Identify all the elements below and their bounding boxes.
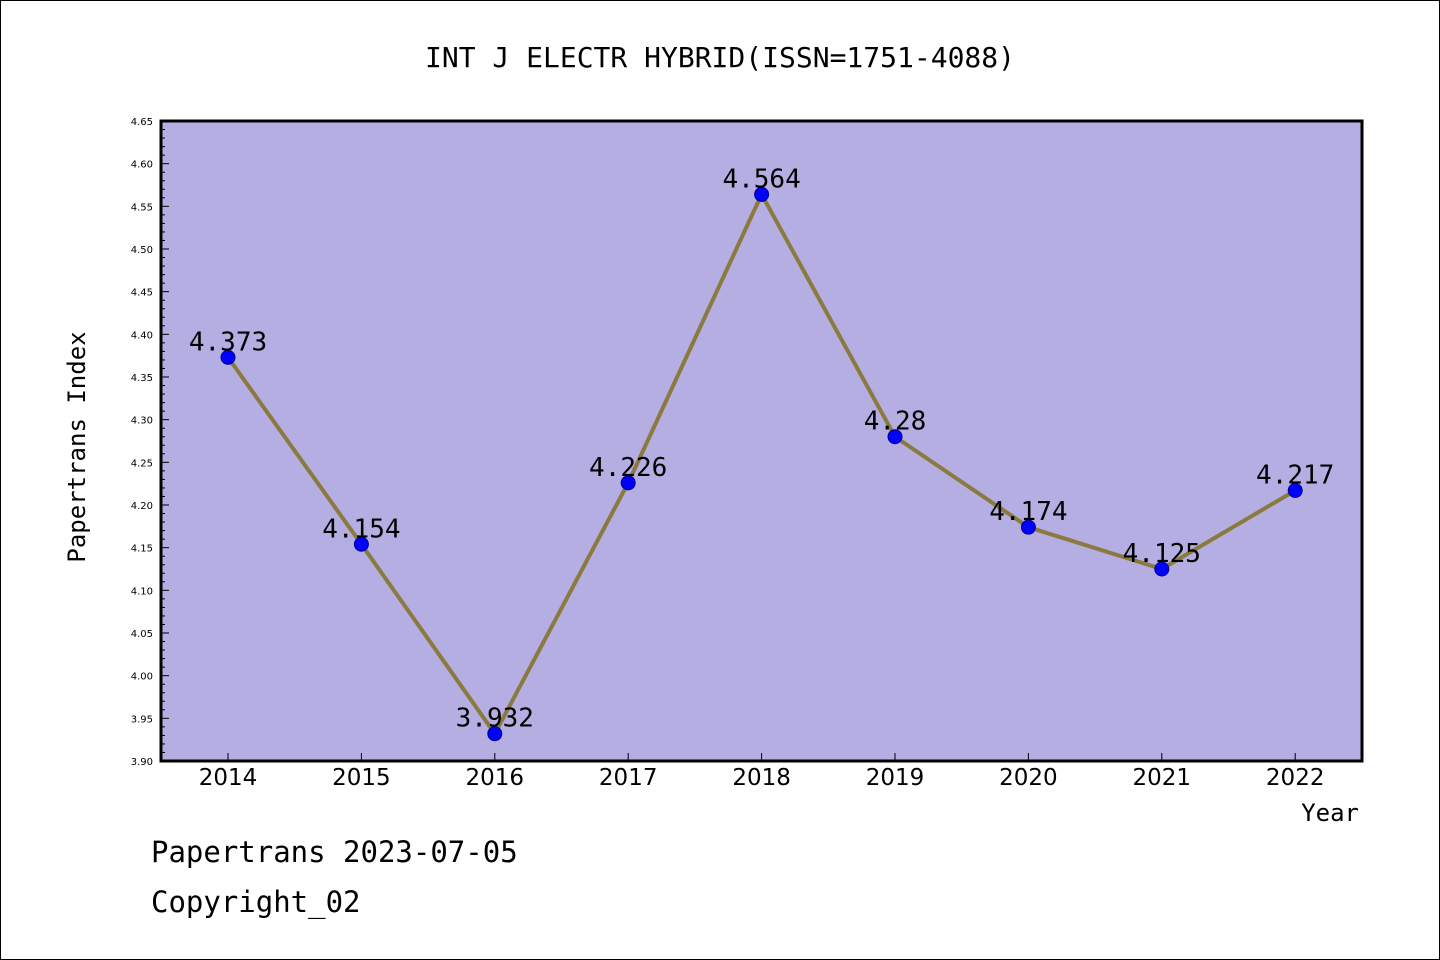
x-tick-label: 2017: [599, 765, 658, 791]
y-tick-label: 4.60: [131, 160, 153, 171]
data-label: 4.28: [864, 407, 927, 437]
y-tick-label: 4.40: [131, 330, 153, 341]
data-label: 4.226: [589, 453, 667, 483]
data-labels: 4.373 4.154 3.932 4.226 4.564 4.28 4.174 4.125 4…: [189, 164, 1334, 733]
y-tick-label: 4.45: [131, 288, 153, 299]
x-axis-title: Year: [1301, 799, 1359, 827]
data-label: 4.154: [322, 514, 400, 544]
y-tick-label: 4.50: [131, 245, 153, 256]
data-label: 3.932: [456, 704, 534, 734]
data-markers: [220, 186, 1303, 742]
x-tick-label: 2016: [466, 765, 525, 791]
y-tick-label: 4.15: [131, 544, 153, 555]
data-point: [487, 726, 503, 742]
y-tick-label: 3.90: [131, 757, 153, 768]
plot-border: [159, 119, 1364, 763]
y-tick-label: 3.95: [131, 714, 153, 725]
y-tick-label: 4.55: [131, 202, 153, 213]
data-label: 4.174: [989, 497, 1067, 527]
x-tick-label: 2018: [732, 765, 791, 791]
data-label: 4.373: [189, 327, 267, 357]
data-point: [220, 349, 236, 365]
data-point: [353, 536, 369, 552]
y-tick-label: 4.05: [131, 629, 153, 640]
x-tick-label: 2021: [1133, 765, 1192, 791]
y-tick-label: 4.25: [131, 458, 153, 469]
data-label: 4.125: [1123, 539, 1201, 569]
x-tick-label: 2019: [866, 765, 925, 791]
x-tick-label: 2022: [1266, 765, 1325, 791]
data-label: 4.217: [1256, 460, 1334, 490]
data-point: [887, 429, 903, 445]
x-axis-ticks: 2014 2015 2016 2017 2018 2019 2020 2021 2022: [199, 753, 1325, 791]
data-point: [1154, 561, 1170, 577]
chart-title: INT J ELECTR HYBRID(ISSN=1751-4088): [425, 41, 1015, 74]
data-point: [620, 475, 636, 491]
y-tick-label: 4.00: [131, 672, 153, 683]
data-point: [1020, 519, 1036, 535]
x-tick-label: 2014: [199, 765, 258, 791]
y-axis-title: Papertrans Index: [63, 331, 91, 562]
data-point: [1287, 482, 1303, 498]
x-tick-label: 2020: [999, 765, 1058, 791]
data-point: [754, 186, 770, 202]
footer-copyright: Copyright_02: [151, 885, 361, 919]
footer-date: Papertrans 2023-07-05: [151, 835, 518, 869]
data-label: 4.564: [722, 164, 800, 194]
x-tick-label: 2015: [332, 765, 391, 791]
y-tick-label: 4.30: [131, 416, 153, 427]
y-tick-label: 4.65: [131, 117, 153, 128]
plot-area: [161, 121, 1362, 761]
y-tick-label: 4.10: [131, 586, 153, 597]
y-tick-label: 4.35: [131, 373, 153, 384]
y-tick-label: 4.20: [131, 501, 153, 512]
